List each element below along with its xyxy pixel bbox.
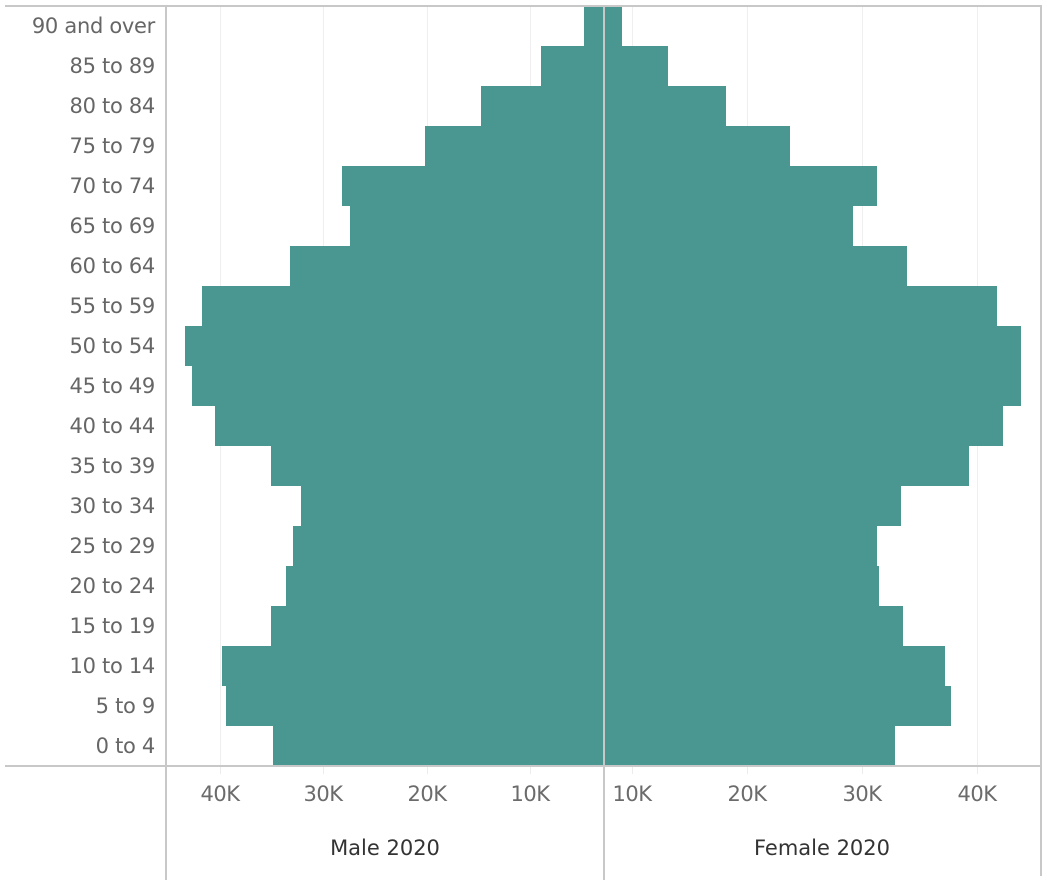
female-bar-50-to-54[interactable] [605,326,1021,366]
male-bar-0-to-4[interactable] [273,726,603,766]
female-20k-tick-label: 20K [727,782,768,806]
age-label-40-to-44: 40 to 44 [69,414,156,438]
female-bar-55-to-59[interactable] [605,286,997,326]
female-10k-tick-label: 10K [612,782,653,806]
male-10k-tick-label: 10K [510,782,551,806]
male-bar-15-to-19[interactable] [271,606,603,646]
female-bar-85-to-89[interactable] [605,46,668,86]
x-axis-line [5,765,1042,767]
male-bar-45-to-49[interactable] [192,366,603,406]
female-30k-tick-label: 30K [842,782,883,806]
male-bar-40-to-44[interactable] [215,406,603,446]
age-label-50-to-54: 50 to 54 [69,334,156,358]
label-column-divider [165,6,167,880]
male-bar-80-to-84[interactable] [481,86,603,126]
male-30k-tick-mark [323,767,324,774]
female-bar-30-to-34[interactable] [605,486,901,526]
female-bar-40-to-44[interactable] [605,406,1003,446]
age-label-55-to-59: 55 to 59 [69,294,156,318]
age-label-35-to-39: 35 to 39 [69,454,156,478]
male-bar-90-and-over[interactable] [584,6,603,46]
age-label-30-to-34: 30 to 34 [69,494,156,518]
male-30k-tick-label: 30K [303,782,344,806]
male-bar-35-to-39[interactable] [271,446,603,486]
male-bar-50-to-54[interactable] [185,326,603,366]
male-axis-title: Male 2020 [330,836,440,860]
male-bar-65-to-69[interactable] [350,206,603,246]
age-label-75-to-79: 75 to 79 [69,134,156,158]
female-20k-tick-mark [747,767,748,774]
male-bar-25-to-29[interactable] [293,526,603,566]
age-label-15-to-19: 15 to 19 [69,614,156,638]
male-40k-tick-mark [220,767,221,774]
female-10k-tick-mark [632,767,633,774]
male-10k-tick-mark [530,767,531,774]
male-bar-75-to-79[interactable] [425,126,603,166]
female-bar-35-to-39[interactable] [605,446,969,486]
female-bar-0-to-4[interactable] [605,726,895,766]
top-border [5,5,1042,7]
male-20k-tick-mark [427,767,428,774]
age-label-45-to-49: 45 to 49 [69,374,156,398]
female-40k-tick-label: 40K [957,782,998,806]
male-bar-70-to-74[interactable] [342,166,603,206]
age-label-10-to-14: 10 to 14 [69,654,156,678]
female-bar-65-to-69[interactable] [605,206,853,246]
female-40k-tick-mark [977,767,978,774]
female-bar-15-to-19[interactable] [605,606,903,646]
female-bar-60-to-64[interactable] [605,246,907,286]
age-label-25-to-29: 25 to 29 [69,534,156,558]
male-40k-tick-label: 40K [200,782,241,806]
female-30k-tick-mark [862,767,863,774]
male-bar-5-to-9[interactable] [226,686,603,726]
male-20k-tick-label: 20K [407,782,448,806]
age-label-90-and-over: 90 and over [31,14,155,38]
male-bar-85-to-89[interactable] [541,46,603,86]
right-border [1040,6,1042,876]
age-label-0-to-4: 0 to 4 [95,734,156,758]
female-bar-75-to-79[interactable] [605,126,790,166]
age-label-60-to-64: 60 to 64 [69,254,156,278]
age-label-70-to-74: 70 to 74 [69,174,156,198]
female-bar-20-to-24[interactable] [605,566,879,606]
center-divider [603,6,605,880]
female-bar-70-to-74[interactable] [605,166,877,206]
age-label-5-to-9: 5 to 9 [95,694,156,718]
male-bar-55-to-59[interactable] [202,286,603,326]
age-label-80-to-84: 80 to 84 [69,94,156,118]
female-bar-90-and-over[interactable] [605,6,622,46]
male-bar-60-to-64[interactable] [290,246,603,286]
female-bar-5-to-9[interactable] [605,686,951,726]
age-label-65-to-69: 65 to 69 [69,214,156,238]
female-bar-45-to-49[interactable] [605,366,1021,406]
age-label-20-to-24: 20 to 24 [69,574,156,598]
female-axis-title: Female 2020 [753,836,891,860]
female-bar-10-to-14[interactable] [605,646,945,686]
male-bar-10-to-14[interactable] [222,646,603,686]
age-label-85-to-89: 85 to 89 [69,54,156,78]
male-bar-30-to-34[interactable] [301,486,603,526]
female-bar-25-to-29[interactable] [605,526,877,566]
male-bar-20-to-24[interactable] [286,566,603,606]
female-bar-80-to-84[interactable] [605,86,726,126]
